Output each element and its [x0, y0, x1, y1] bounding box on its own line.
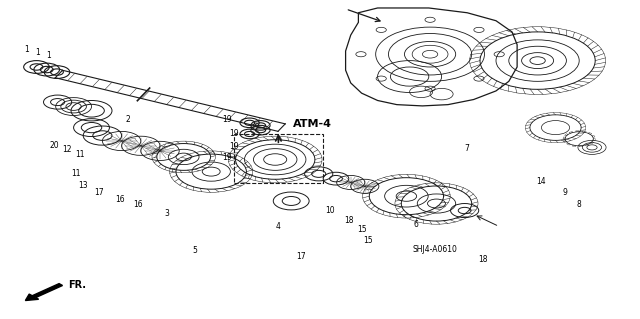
Text: 18: 18 [344, 216, 353, 225]
Text: 9: 9 [562, 189, 567, 197]
Text: 1: 1 [46, 51, 51, 60]
Text: 18: 18 [479, 256, 488, 264]
Text: SHJ4-A0610: SHJ4-A0610 [413, 245, 458, 254]
Text: 3: 3 [164, 209, 169, 218]
Text: 15: 15 [363, 236, 373, 245]
Text: 19: 19 [228, 142, 239, 151]
Text: 15: 15 [356, 225, 367, 234]
Text: 16: 16 [132, 200, 143, 209]
Text: 19: 19 [228, 130, 239, 138]
Text: 4: 4 [276, 222, 281, 231]
Text: 14: 14 [536, 177, 546, 186]
Text: 17: 17 [296, 252, 306, 261]
Text: 1: 1 [35, 48, 40, 57]
Text: 13: 13 [78, 181, 88, 189]
Text: 1: 1 [24, 45, 29, 54]
Text: 11: 11 [71, 169, 80, 178]
Text: 2: 2 [125, 115, 131, 124]
FancyArrow shape [26, 284, 63, 300]
Text: 12: 12 [63, 145, 72, 154]
Text: 11: 11 [76, 150, 84, 159]
Text: 16: 16 [115, 195, 125, 204]
Text: 8: 8 [577, 200, 582, 209]
Text: 17: 17 [94, 189, 104, 197]
Text: ATM-4: ATM-4 [293, 119, 332, 130]
Text: 19: 19 [222, 153, 232, 162]
Text: FR.: FR. [68, 279, 86, 290]
Text: 6: 6 [413, 220, 419, 229]
Text: 20: 20 [49, 141, 60, 150]
Text: 10: 10 [324, 206, 335, 215]
Text: 5: 5 [193, 246, 198, 255]
Text: 19: 19 [222, 115, 232, 124]
Text: 7: 7 [465, 144, 470, 153]
